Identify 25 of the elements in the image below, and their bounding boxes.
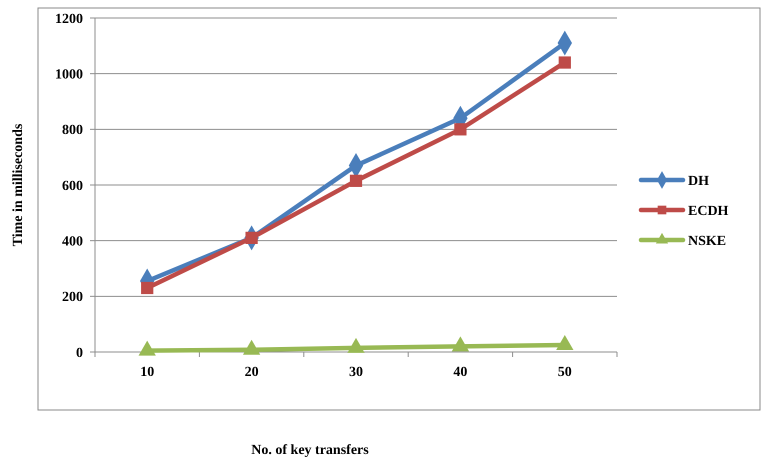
point [347, 338, 365, 353]
x-tick-label: 50 [558, 365, 572, 380]
y-axis-title: Time in milliseconds [11, 123, 26, 246]
point [350, 174, 362, 187]
y-tick-label: 800 [62, 123, 83, 138]
y-tick-label: 1200 [55, 12, 83, 27]
point [242, 340, 260, 355]
x-tick-label: 20 [244, 365, 259, 380]
legend-label: ECDH [688, 204, 729, 219]
y-tick-label: 1000 [55, 68, 83, 83]
x-tick-label: 10 [140, 365, 154, 380]
y-tick-label: 400 [62, 234, 83, 250]
point [452, 336, 470, 352]
x-axis-title: No. of key transfers [251, 443, 370, 458]
y-tick-label: 0 [76, 346, 83, 361]
point [556, 335, 574, 350]
point [454, 123, 467, 136]
legend-label: DH [688, 174, 710, 189]
y-tick-label: 200 [62, 290, 83, 306]
point [558, 56, 571, 69]
legend-label: NSKE [688, 234, 726, 249]
y-tick-label: 600 [62, 178, 83, 194]
x-tick-label: 40 [453, 365, 468, 380]
point [138, 340, 156, 356]
x-tick-label: 30 [349, 365, 363, 380]
